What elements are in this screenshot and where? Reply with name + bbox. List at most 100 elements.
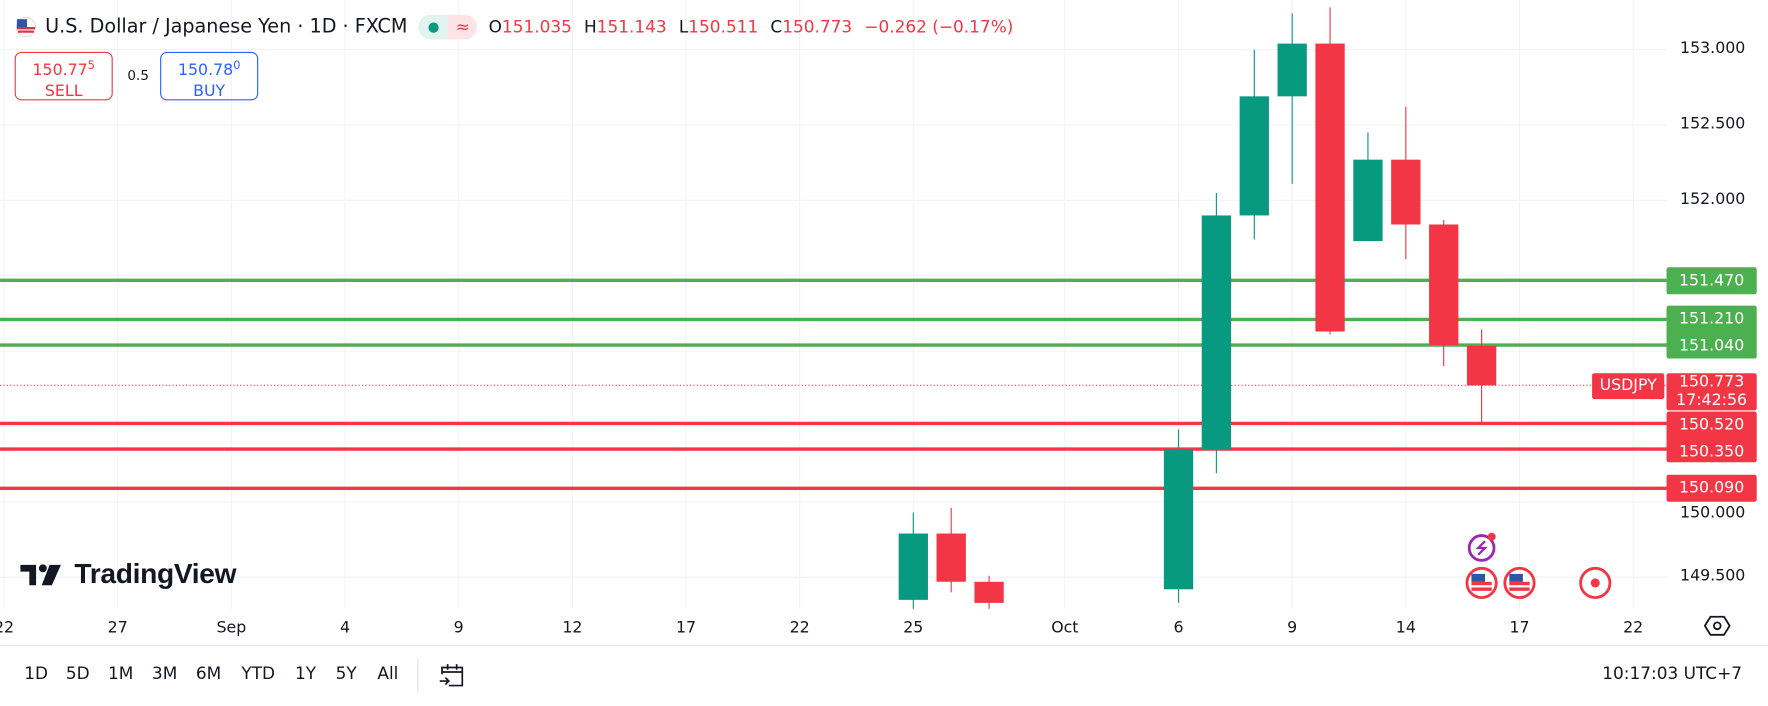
time-axis-label: 22 xyxy=(0,618,14,637)
range-button-6m[interactable]: 6M xyxy=(195,662,222,684)
price-axis-label: 152.000 xyxy=(1680,190,1746,209)
candle-body xyxy=(974,581,1004,603)
range-button-all[interactable]: All xyxy=(377,662,399,684)
marker-dot xyxy=(1590,578,1600,588)
range-button-5y[interactable]: 5Y xyxy=(335,662,357,684)
candle xyxy=(974,575,1004,609)
candle-body xyxy=(1315,43,1345,332)
candle xyxy=(1239,49,1269,240)
resistance-tag: 151.470 xyxy=(1666,266,1757,294)
candle-body xyxy=(1277,43,1307,97)
bar-countdown: 17:42:56 xyxy=(1676,390,1748,410)
symbol-title[interactable]: U.S. Dollar / Japanese Yen · 1D · FXCM xyxy=(45,15,408,39)
market-status[interactable]: ≈ xyxy=(418,14,478,40)
candle xyxy=(1201,192,1232,474)
resistance-tag: 151.210 151.040 xyxy=(1666,305,1757,359)
price-axis-label: 150.000 xyxy=(1680,504,1746,523)
time-axis-label: 6 xyxy=(1173,618,1183,637)
candle-body xyxy=(1353,159,1383,242)
logo-text: TradingView xyxy=(74,558,237,590)
close-value: 150.773 xyxy=(782,16,853,38)
high-value: 151.143 xyxy=(596,16,667,38)
symbol-header: U.S. Dollar / Japanese Yen · 1D · FXCM ≈… xyxy=(15,14,1020,41)
time-axis-label: Oct xyxy=(1051,618,1078,637)
tradingview-logo[interactable]: TradingView xyxy=(20,558,237,591)
last-price-tag: 150.773 17:42:56 xyxy=(1666,372,1757,411)
time-axis-label: 14 xyxy=(1396,618,1416,637)
time-axis-label: 22 xyxy=(790,618,810,637)
range-button-3m[interactable]: 3M xyxy=(151,662,178,684)
time-axis-label: Sep xyxy=(217,618,247,637)
low-value: 150.511 xyxy=(688,16,759,38)
ohlc-values: O151.035 H151.143 L150.511 C150.773 −0.2… xyxy=(488,16,1014,38)
candle xyxy=(936,507,966,593)
candle-body xyxy=(1391,159,1421,225)
time-axis-label: 9 xyxy=(454,618,464,637)
candle-body xyxy=(936,533,966,582)
time-axis-label: 9 xyxy=(1287,618,1297,637)
candle-body xyxy=(1429,224,1459,346)
open-value: 151.035 xyxy=(501,16,572,38)
range-button-1d[interactable]: 1D xyxy=(24,662,48,684)
candle xyxy=(1466,329,1497,425)
canton xyxy=(1471,573,1485,582)
gear-icon[interactable] xyxy=(1703,613,1731,638)
bolt xyxy=(1475,540,1488,556)
stripe xyxy=(1509,581,1530,586)
candle xyxy=(898,512,928,609)
symbol-tag: USDJPY xyxy=(1592,372,1665,399)
range-button-1y[interactable]: 1Y xyxy=(295,662,317,684)
price-axis-label: 149.500 xyxy=(1680,567,1746,586)
lightning-icon xyxy=(1467,532,1496,562)
candle-body xyxy=(1466,345,1497,386)
candle xyxy=(1315,7,1345,335)
candle-body xyxy=(1163,449,1194,590)
price-tag-text: 150.520 xyxy=(1678,415,1745,434)
tradingview-logo-icon xyxy=(20,563,61,585)
time-axis-label: 22 xyxy=(1623,618,1643,637)
time-axis-label: 12 xyxy=(562,618,582,637)
red-dot-icon xyxy=(1579,566,1612,600)
support-tag: 150.520 150.350 xyxy=(1666,411,1757,463)
us-flag-icon xyxy=(15,16,37,38)
badge xyxy=(1487,532,1496,541)
price-tag-text: 150.773 xyxy=(1678,372,1745,391)
spread-value: 0.5 xyxy=(127,67,149,84)
range-button-5d[interactable]: 5D xyxy=(65,662,90,684)
clock-timezone[interactable]: 10:17:03 UTC+7 xyxy=(1602,662,1743,684)
candle xyxy=(1429,219,1459,367)
change-value: −0.262 (−0.17%) xyxy=(864,16,1014,38)
sell-button[interactable]: 150.775 SELL xyxy=(14,51,113,101)
candle-body xyxy=(898,533,928,600)
time-axis-label: 27 xyxy=(108,618,128,637)
green-dot-icon xyxy=(418,14,449,40)
range-button-1m[interactable]: 1M xyxy=(107,662,134,684)
candle xyxy=(1277,13,1307,184)
price-tag-text: 150.350 xyxy=(1678,442,1745,461)
candle-body xyxy=(1239,96,1269,216)
time-axis-label: 25 xyxy=(903,618,923,637)
time-axis-label: 17 xyxy=(676,618,696,637)
divider xyxy=(0,644,1768,647)
price-tag-text: 151.470 xyxy=(1678,271,1745,290)
candle xyxy=(1163,429,1194,603)
us-flag-icon xyxy=(1503,566,1536,600)
stripe xyxy=(1471,581,1492,586)
candle xyxy=(1391,106,1421,260)
price-tag-text: 151.040 xyxy=(1678,337,1745,356)
price-tag-text: 150.090 xyxy=(1678,479,1745,498)
price-axis-label: 153.000 xyxy=(1680,39,1746,58)
toolbar-divider xyxy=(417,658,419,693)
chart-canvas[interactable]: 22 27 Sep 4 9 12 17 22 25 Oct 6 9 14 17 22 xyxy=(0,0,1768,647)
calendar-arrow-icon[interactable] xyxy=(437,661,466,690)
price-axis-label: 152.500 xyxy=(1680,114,1746,133)
stripe xyxy=(1471,587,1492,591)
time-axis-label: 4 xyxy=(340,618,350,637)
buy-button[interactable]: 150.780 BUY xyxy=(160,51,259,101)
canton xyxy=(1509,573,1523,582)
buy-label: BUY xyxy=(193,81,226,100)
range-button-ytd[interactable]: YTD xyxy=(241,662,276,684)
us-flag-icon xyxy=(1465,566,1498,600)
candle xyxy=(1353,132,1383,242)
